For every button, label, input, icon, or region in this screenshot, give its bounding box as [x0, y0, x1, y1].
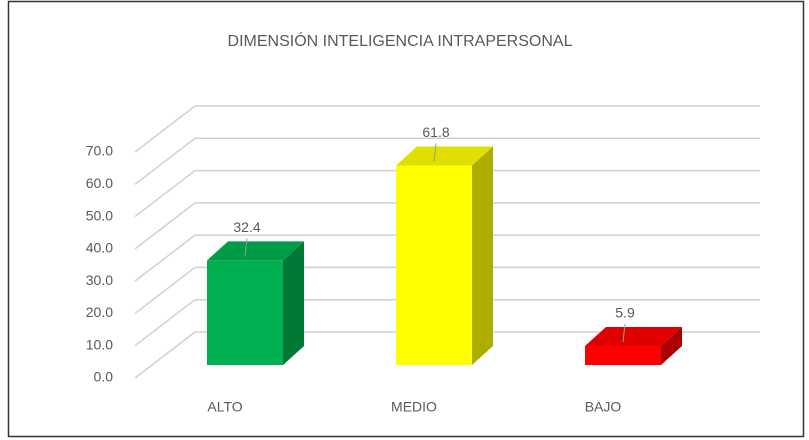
- bar-top: [396, 146, 493, 166]
- bar-side: [283, 241, 304, 365]
- y-tick-label: 0.0: [94, 369, 114, 385]
- y-tick-label: 30.0: [86, 272, 113, 288]
- grid-line: [134, 298, 760, 347]
- bar: [207, 260, 283, 365]
- y-tick-label: 40.0: [86, 240, 113, 256]
- grid-line: [134, 169, 760, 218]
- grid-line: [134, 266, 760, 315]
- x-tick-label: MEDIO: [391, 399, 437, 415]
- y-tick-label: 70.0: [86, 143, 113, 159]
- leader-line: [622, 323, 626, 343]
- bar-side: [472, 146, 493, 365]
- grid-line: [134, 202, 760, 250]
- grid-line: [134, 105, 760, 153]
- bar-top: [585, 326, 682, 346]
- bar: [585, 345, 661, 365]
- data-label: 32.4: [233, 219, 260, 235]
- data-label: 5.9: [615, 305, 635, 321]
- grid-line: [134, 137, 760, 185]
- bar-top: [207, 241, 304, 261]
- leader-line: [433, 143, 437, 162]
- y-tick-label: 60.0: [86, 175, 113, 191]
- y-tick-label: 50.0: [86, 207, 113, 223]
- x-tick-label: ALTO: [207, 399, 242, 415]
- leader-line: [244, 238, 248, 257]
- bar: [396, 165, 472, 365]
- grid-line: [134, 234, 760, 282]
- grid-line: [134, 331, 760, 379]
- chart-title: DIMENSIÓN INTELIGENCIA INTRAPERSONAL: [228, 31, 573, 50]
- x-tick-label: BAJO: [585, 399, 622, 415]
- y-tick-label: 10.0: [86, 336, 113, 352]
- data-label: 61.8: [422, 124, 449, 140]
- y-tick-label: 20.0: [86, 304, 113, 320]
- bar-side: [661, 326, 682, 365]
